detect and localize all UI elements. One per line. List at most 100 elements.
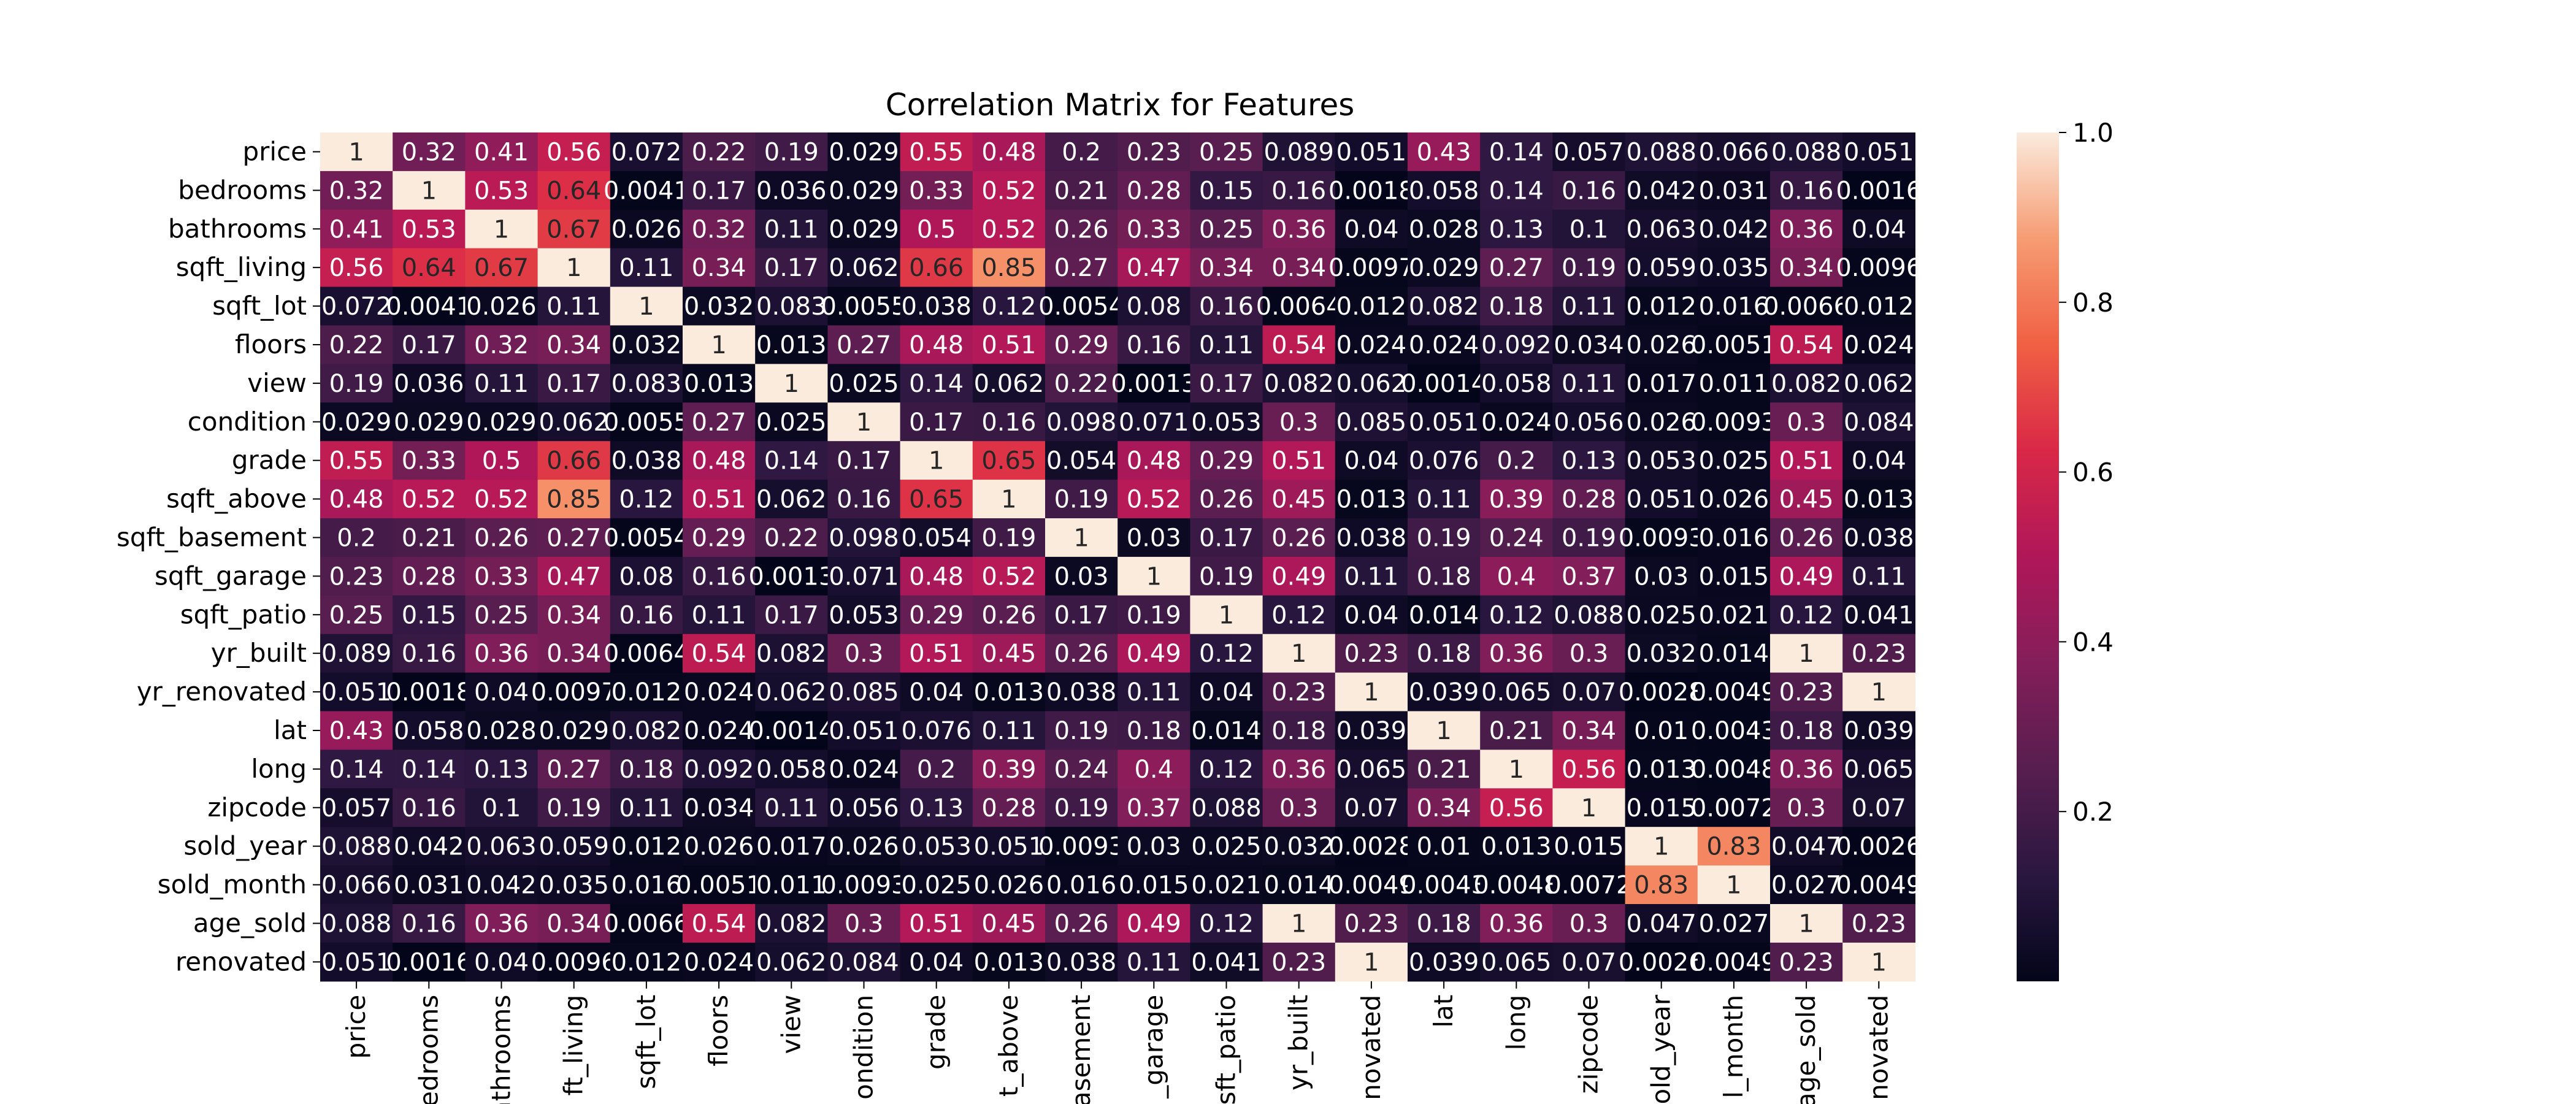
cell-value-label: 0.19 [764,138,819,166]
cell-value-label: 0.3 [1570,640,1609,668]
heatmap-cell [1408,402,1481,442]
colorbar: 0.2 0.4 0.6 0.8 1.0 [2017,118,2114,981]
heatmap-cell [683,518,756,558]
cell-value-label: 0.28 [1562,486,1616,514]
heatmap-cell [1262,711,1336,750]
heatmap-cell [1117,556,1190,596]
cell-value-label: 0.51 [909,910,964,938]
cell-value-label: 0.28 [981,794,1036,822]
cell-value-label: 0.51 [692,486,746,514]
cell-value-label: 0.0018 [386,678,472,707]
cell-value-label: 0.15 [402,601,456,629]
cell-value-label: 0.11 [981,717,1036,745]
cell-value-label: 0.56 [329,254,384,282]
cell-value-label: 0.041 [1191,948,1262,976]
heatmap-cell [1770,402,1843,442]
heatmap-cell [537,865,611,905]
cell-value-label: 0.038 [611,447,682,475]
cell-value-label: 0.19 [1054,794,1109,822]
heatmap-cell [1262,942,1336,982]
cell-value-label: 0.11 [619,254,673,282]
heatmap-cell [827,325,901,364]
heatmap-cell [683,634,756,673]
cell-value-label: 0.036 [394,370,464,398]
heatmap-cell [1117,827,1190,866]
heatmap-cell [1262,132,1336,172]
heatmap-cell [610,248,683,288]
heatmap-cell [1625,904,1698,943]
cell-value-label: 0.32 [474,331,529,359]
cell-value-label: 0.22 [764,524,819,552]
heatmap-cell [1190,634,1263,673]
heatmap-cell [1262,556,1336,596]
cell-value-label: 0.49 [1127,640,1181,668]
heatmap-cell [972,364,1046,403]
heatmap-cell [320,672,393,712]
heatmap-cell [393,171,466,210]
heatmap-cell [1335,518,1408,558]
heatmap-cell [900,672,973,712]
heatmap-cell [393,827,466,866]
heatmap-cell [320,209,393,249]
heatmap-cell [393,749,466,789]
cell-value-label: 0.0051 [1691,331,1777,359]
cell-value-label: 0.23 [1852,910,1906,938]
heatmap-cell [1117,904,1190,943]
row-label: zipcode [207,792,307,822]
cell-value-label: 0.26 [1779,524,1834,552]
cell-value-label: 0.34 [1271,254,1326,282]
cell-value-label: 0.056 [1554,408,1624,437]
row-label: floors [235,329,307,359]
heatmap-cell [900,634,973,673]
heatmap-cell [465,942,539,982]
cell-value-label: 0.065 [1336,756,1407,784]
heatmap-cell [1408,556,1481,596]
cell-value-label: 0.55 [909,138,964,166]
heatmap-cell [1697,595,1771,635]
heatmap-cell [1190,942,1263,982]
cell-value-label: 0.024 [829,756,899,784]
cell-value-label: 0.0016 [1836,177,1922,205]
heatmap-cell [320,480,393,519]
cell-value-label: 0.026 [684,833,754,861]
heatmap-cell [320,248,393,288]
cell-value-label: 0.058 [1409,177,1479,205]
cell-value-label: 0.19 [546,794,601,822]
heatmap-cell [683,595,756,635]
heatmap-cell [1625,827,1698,866]
heatmap-cell [1335,325,1408,364]
cell-value-label: 0.16 [402,794,456,822]
heatmap-cell [610,480,683,519]
cell-value-label: 1 [1363,948,1379,976]
cell-value-label: 1 [1436,717,1451,745]
heatmap-cell [1335,865,1408,905]
cell-value-label: 0.063 [466,833,537,861]
cell-value-label: 0.18 [1779,717,1834,745]
cell-value-label: 0.16 [981,408,1036,437]
cell-value-label: 0.0054 [1038,293,1124,321]
cell-value-label: 0.025 [756,408,827,437]
heatmap-cell [1842,209,1915,249]
heatmap-cell [1697,402,1771,442]
heatmap-cell [683,480,756,519]
heatmap-cell [610,634,683,673]
column-label: floors [703,995,734,1067]
cell-value-label: 0.071 [829,562,899,591]
cell-value-label: 0.057 [1554,138,1624,166]
cell-value-label: 0.24 [1489,524,1544,552]
cell-value-label: 0.15 [1199,177,1254,205]
heatmap-cell [1190,904,1263,943]
row-label: lat [274,715,307,745]
cell-value-label: 0.32 [329,177,384,205]
heatmap-cell [1408,672,1481,712]
heatmap-cell [1552,480,1626,519]
heatmap-cell [1552,518,1626,558]
cell-value-label: 0.53 [474,177,529,205]
heatmap-cell [537,325,611,364]
cell-value-label: 0.072 [611,138,682,166]
heatmap-cell [900,904,973,943]
heatmap-cell [1262,634,1336,673]
cell-value-label: 0.54 [1271,331,1326,359]
heatmap-cell [465,209,539,249]
heatmap-cell [393,286,466,326]
